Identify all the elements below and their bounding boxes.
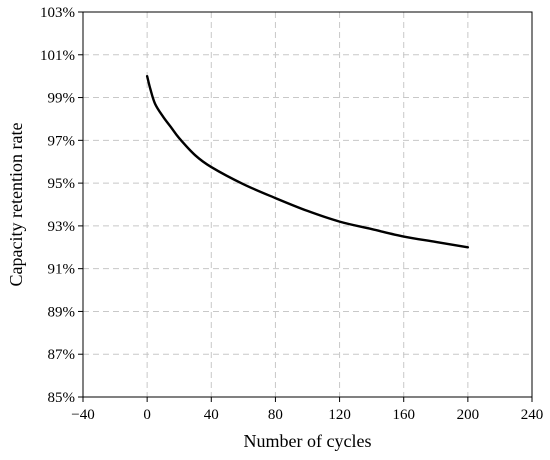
y-tick-label: 95% xyxy=(48,176,76,192)
y-tick-label: 99% xyxy=(48,91,76,107)
y-axis-title: Capacity retention rate xyxy=(6,123,26,287)
y-tick-label: 103% xyxy=(40,5,75,21)
y-tick-label: 101% xyxy=(40,48,75,64)
y-tick-label: 85% xyxy=(48,390,76,406)
series-layer xyxy=(145,74,470,249)
y-tick-label: 91% xyxy=(48,262,76,278)
y-tick-label: 89% xyxy=(48,304,76,320)
x-tick-label: 120 xyxy=(328,407,351,423)
axis-ticks: 85% 87% 89% 91% 93% 95% 97% 99% 101% 103% −40 0 40 80… xyxy=(40,5,543,423)
grid xyxy=(83,12,532,397)
x-tick-label: 0 xyxy=(143,407,151,423)
y-tick-label: 97% xyxy=(48,133,76,149)
x-tick-label: 240 xyxy=(521,407,544,423)
x-tick-label: 160 xyxy=(392,407,415,423)
y-tick-label: 93% xyxy=(48,219,76,235)
x-tick-label: 80 xyxy=(268,407,283,423)
capacity-retention-line xyxy=(145,74,470,249)
x-tick-label: 40 xyxy=(204,407,219,423)
x-axis-title: Number of cycles xyxy=(244,431,372,451)
x-tick-label: −40 xyxy=(71,407,94,423)
plot-frame xyxy=(82,11,533,398)
y-tick-label: 87% xyxy=(48,347,76,363)
x-tick-label: 200 xyxy=(457,407,480,423)
